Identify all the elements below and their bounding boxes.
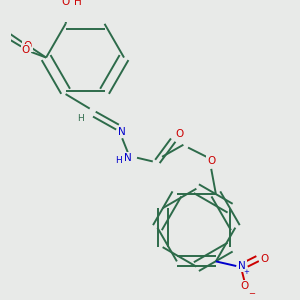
Text: H: H	[77, 114, 84, 123]
Text: O: O	[61, 0, 70, 7]
Text: O: O	[23, 41, 32, 51]
Text: N: N	[124, 153, 132, 163]
Text: H: H	[115, 156, 122, 165]
Text: O: O	[241, 281, 249, 291]
Text: N: N	[238, 261, 246, 271]
Text: O: O	[22, 45, 30, 55]
Text: O: O	[207, 157, 215, 166]
Text: −: −	[248, 290, 256, 298]
Text: +: +	[244, 268, 249, 274]
Text: O: O	[260, 254, 268, 264]
Text: O: O	[176, 129, 184, 139]
Text: H: H	[74, 0, 82, 7]
Text: N: N	[118, 127, 126, 137]
